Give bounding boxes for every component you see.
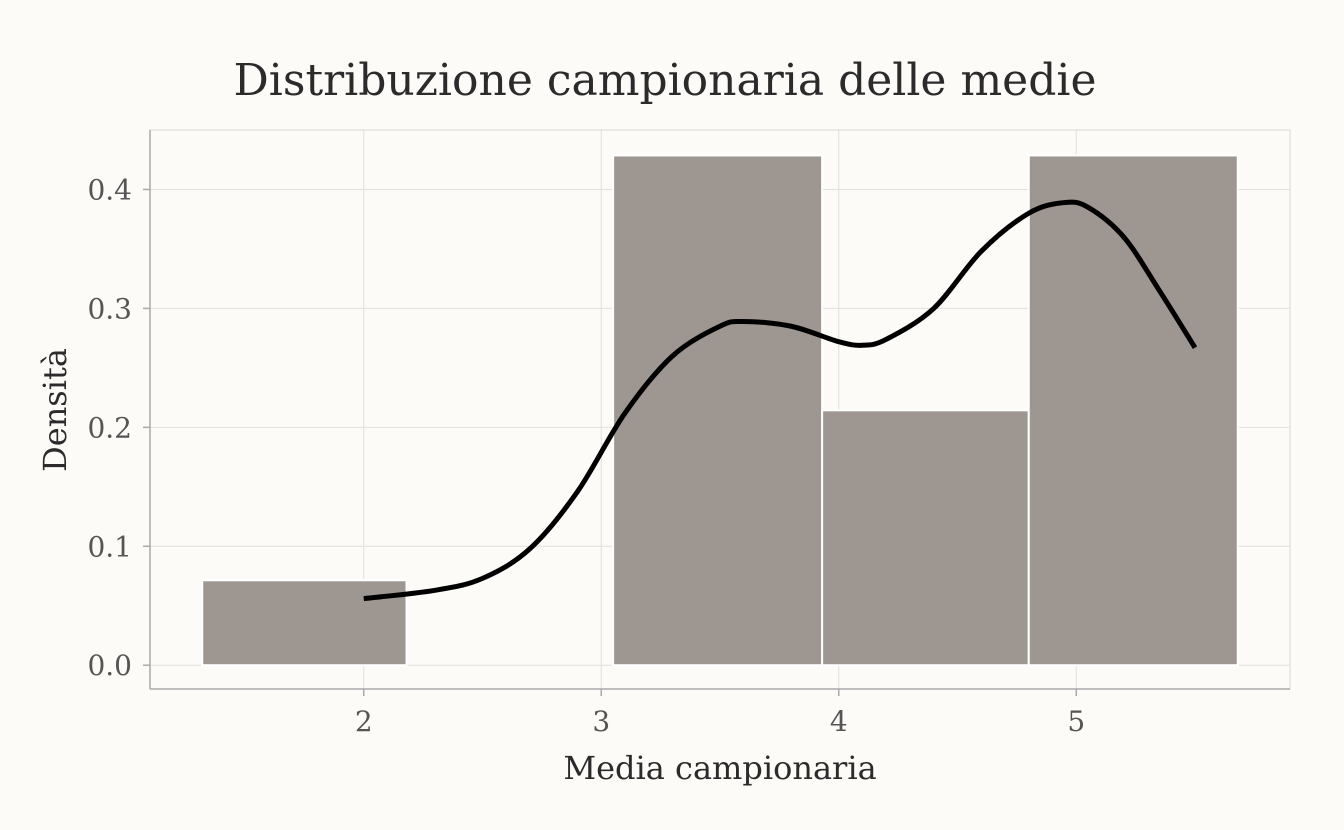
chart-title: Distribuzione campionaria delle medie [234, 55, 1097, 106]
x-axis-label: Media campionaria [563, 749, 876, 787]
y-axis-ticks: 0.0 0.1 0.2 0.3 0.4 [87, 173, 150, 682]
x-tick-label-0: 2 [355, 705, 373, 738]
y-tick-label-2: 0.2 [87, 411, 132, 444]
y-axis-label: Densità [36, 348, 74, 472]
y-tick-label-4: 0.4 [87, 173, 132, 206]
x-tick-label-3: 5 [1067, 705, 1085, 738]
x-tick-label-1: 3 [592, 705, 610, 738]
x-axis-ticks: 2 3 4 5 [355, 689, 1085, 738]
histogram-bar-0 [201, 579, 408, 667]
y-tick-label-1: 0.1 [87, 530, 132, 563]
histogram-bars [201, 154, 1239, 667]
density-curve-group [363, 199, 1198, 602]
histogram-bar-3 [821, 409, 1030, 667]
histogram-bar-2 [612, 154, 824, 667]
histogram-bar-4 [1027, 154, 1239, 667]
y-tick-label-0: 0.0 [87, 649, 132, 682]
y-tick-label-3: 0.3 [87, 292, 132, 325]
density-curve [363, 199, 1198, 602]
x-tick-label-2: 4 [830, 705, 848, 738]
